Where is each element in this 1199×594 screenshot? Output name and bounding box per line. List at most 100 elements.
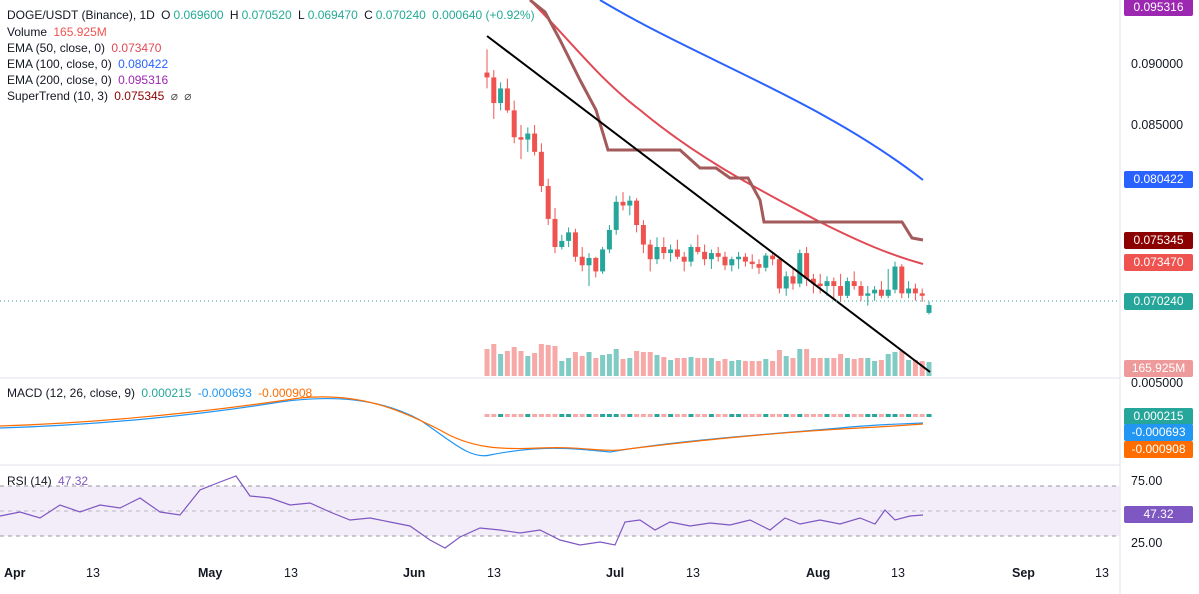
macd-hist-bar xyxy=(756,414,762,417)
candle-body[interactable] xyxy=(783,276,789,289)
candle-body[interactable] xyxy=(715,253,721,257)
candle-body[interactable] xyxy=(545,186,551,219)
candle-body[interactable] xyxy=(640,225,646,245)
candle-body[interactable] xyxy=(491,77,497,104)
volume-bar xyxy=(797,349,803,376)
macd-hist-bar xyxy=(498,414,504,417)
candle-body[interactable] xyxy=(498,88,504,104)
candle-body[interactable] xyxy=(674,249,680,257)
macd-hist-bar xyxy=(552,414,558,417)
macd-hist-bar xyxy=(715,414,721,417)
volume-bar xyxy=(776,350,782,376)
symbol-label: DOGE/USDT (Binance), 1D xyxy=(7,8,155,22)
candle-body[interactable] xyxy=(729,259,735,266)
candle-body[interactable] xyxy=(613,201,619,230)
candle-body[interactable] xyxy=(872,289,878,294)
candle-body[interactable] xyxy=(552,218,558,247)
candles[interactable] xyxy=(484,49,932,315)
candle-body[interactable] xyxy=(634,200,640,226)
candle-body[interactable] xyxy=(736,256,742,260)
legend-ema50-row: EMA (50, close, 0) 0.073470 xyxy=(7,40,164,56)
candle-body[interactable] xyxy=(532,133,538,152)
macd-hist-bar xyxy=(899,414,905,417)
high-value: 0.070520 xyxy=(241,8,292,22)
candle-body[interactable] xyxy=(722,256,728,266)
candle-body[interactable] xyxy=(797,253,803,284)
candle-body[interactable] xyxy=(810,278,816,284)
candle-body[interactable] xyxy=(912,288,918,294)
candle-body[interactable] xyxy=(688,247,694,262)
candle-body[interactable] xyxy=(668,249,674,254)
volume-bar xyxy=(606,354,612,376)
volume-bar xyxy=(579,356,585,376)
candle-body[interactable] xyxy=(892,266,898,290)
candle-body[interactable] xyxy=(824,281,830,287)
candle-body[interactable] xyxy=(742,256,748,262)
candle-body[interactable] xyxy=(606,229,612,250)
candle-body[interactable] xyxy=(756,264,762,268)
candle-body[interactable] xyxy=(763,255,769,268)
candle-body[interactable] xyxy=(858,286,864,296)
candle-body[interactable] xyxy=(899,266,905,294)
macd-hist-bar xyxy=(926,414,932,417)
ema100-value: 0.080422 xyxy=(118,57,169,71)
candle-body[interactable] xyxy=(906,288,912,294)
candle-body[interactable] xyxy=(749,261,755,265)
candle-body[interactable] xyxy=(804,253,810,279)
macd-hist-bar xyxy=(559,414,565,417)
candle-body[interactable] xyxy=(708,253,714,260)
volume-bar xyxy=(742,361,748,376)
candle-body[interactable] xyxy=(559,240,565,247)
candle-body[interactable] xyxy=(525,133,531,140)
candle-body[interactable] xyxy=(620,201,626,206)
visibility-icon[interactable]: ⌀ xyxy=(184,89,192,103)
price-tick: 0.085000 xyxy=(1131,118,1184,132)
candle-body[interactable] xyxy=(572,232,578,257)
x-tick: 13 xyxy=(1095,566,1109,580)
macd-hist-bar xyxy=(566,414,572,417)
candle-body[interactable] xyxy=(681,256,687,262)
candle-body[interactable] xyxy=(702,251,708,260)
candle-body[interactable] xyxy=(831,281,837,287)
candle-body[interactable] xyxy=(484,72,490,78)
candle-body[interactable] xyxy=(593,257,599,272)
candle-body[interactable] xyxy=(838,286,844,296)
candle-body[interactable] xyxy=(851,281,857,287)
trendline xyxy=(486,35,931,373)
macd-hist-price-label: 0.000215 xyxy=(1124,408,1193,425)
rsi-price-label: 47.32 xyxy=(1124,506,1193,523)
candle-body[interactable] xyxy=(538,151,544,186)
volume-bar xyxy=(858,358,864,376)
macd-hist-bar xyxy=(661,414,667,417)
candle-body[interactable] xyxy=(776,259,782,289)
volume-bar xyxy=(838,354,844,376)
candle-body[interactable] xyxy=(817,283,823,287)
visibility-icon[interactable]: ⌀ xyxy=(170,89,178,103)
candle-body[interactable] xyxy=(926,305,932,313)
volume-bar xyxy=(878,360,884,376)
volume-bar xyxy=(674,358,680,376)
candle-body[interactable] xyxy=(579,256,585,266)
candle-body[interactable] xyxy=(511,110,517,138)
candle-body[interactable] xyxy=(790,276,796,284)
candle-body[interactable] xyxy=(844,281,850,296)
candle-body[interactable] xyxy=(695,247,701,252)
candle-body[interactable] xyxy=(919,293,925,296)
candle-body[interactable] xyxy=(865,293,871,296)
candle-body[interactable] xyxy=(654,247,660,260)
candle-body[interactable] xyxy=(647,244,653,260)
ema200-label: EMA (200, close, 0) xyxy=(7,73,112,87)
candle-body[interactable] xyxy=(518,137,524,140)
candle-body[interactable] xyxy=(885,289,891,296)
candle-body[interactable] xyxy=(566,232,572,241)
candle-body[interactable] xyxy=(661,247,667,254)
candle-body[interactable] xyxy=(600,249,606,272)
candle-body[interactable] xyxy=(770,255,776,260)
candle-body[interactable] xyxy=(878,289,884,296)
candle-body[interactable] xyxy=(504,88,510,111)
macd-hist-bar xyxy=(518,414,524,417)
candle-body[interactable] xyxy=(586,257,592,266)
candle-body[interactable] xyxy=(627,200,633,206)
macd-hist-bar xyxy=(634,414,640,417)
